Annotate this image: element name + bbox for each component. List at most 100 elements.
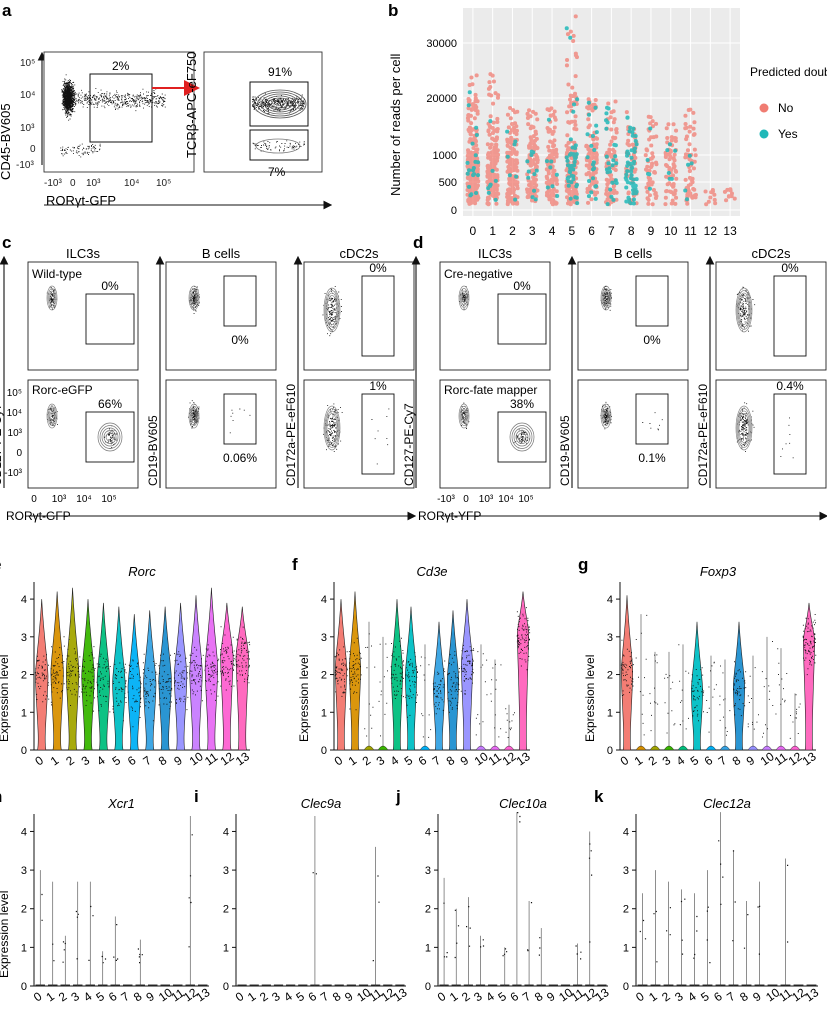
contour-ring — [191, 411, 197, 421]
ytick-a-5: -10³ — [16, 160, 34, 171]
panel-letter-b: b — [388, 1, 398, 20]
violin-dots — [62, 941, 66, 963]
flow-dots — [736, 402, 755, 452]
contour-ring — [103, 430, 117, 444]
violin-dots — [653, 910, 658, 963]
gene-title: Cd3e — [416, 564, 447, 579]
violin-dots — [112, 662, 127, 722]
gate-percentage: 0.4% — [776, 379, 804, 393]
violin-dots — [787, 864, 789, 943]
ylabel: Expression level — [0, 891, 11, 978]
violin-dots — [312, 872, 317, 875]
contour-ring — [99, 425, 121, 449]
violin-dots — [137, 948, 143, 964]
violin-dots — [516, 607, 531, 671]
xtick-label: 10 — [664, 224, 678, 238]
contour-ring — [737, 410, 751, 446]
xtick-label: 3 — [68, 989, 82, 1004]
gate-box — [497, 411, 547, 463]
xtick-label: 13 — [800, 749, 819, 768]
xtick-label: 4 — [549, 224, 556, 238]
ytick-label: 1 — [223, 942, 229, 954]
contour-ring — [188, 285, 200, 311]
ylabel: Expression level — [297, 655, 311, 742]
violin-body — [158, 606, 172, 751]
contour-ring — [738, 295, 750, 325]
legend-no-swatch — [759, 103, 769, 113]
xtick-label: 6 — [588, 224, 595, 238]
gate-percentage: 1% — [369, 379, 387, 393]
column-title: B cells — [202, 246, 241, 261]
xtick-label: 8 — [737, 989, 751, 1004]
panel-letter-d: d — [413, 233, 423, 252]
ytick-label: 0 — [21, 981, 27, 993]
xtick-label: 1 — [43, 989, 57, 1004]
xtick-label: 2 — [360, 753, 374, 768]
contour-ring — [49, 411, 55, 421]
contour-ring — [324, 290, 340, 330]
ylabel: CD19-BV605 — [558, 415, 572, 486]
xtick-label: 7 — [140, 753, 154, 768]
contour-ring — [513, 427, 531, 447]
ytick-a-2: 10⁴ — [20, 90, 35, 101]
ytick-label: 0 — [451, 205, 457, 217]
xtick-label: 3 — [374, 753, 388, 768]
violin-dots — [189, 646, 204, 702]
gate-box — [635, 275, 669, 327]
xtick-label: 9 — [143, 989, 157, 1004]
gate-percentage: 0% — [643, 333, 661, 347]
flow-plot-frame — [577, 261, 689, 371]
violin-dots — [235, 626, 251, 684]
contour-ring — [46, 403, 58, 429]
panel-letter: k — [594, 787, 604, 806]
violin-base — [775, 745, 787, 751]
gate-box — [223, 275, 257, 327]
violin-base — [419, 745, 431, 751]
ytick-label: 1 — [425, 942, 431, 954]
violin-dots — [101, 955, 107, 964]
ytick-label: 2 — [623, 904, 629, 916]
flow-plot-frame — [165, 261, 277, 371]
violin-base — [363, 745, 375, 751]
contour-ring — [46, 285, 58, 311]
legend-no-label: No — [778, 101, 794, 115]
violin-body — [620, 595, 634, 751]
panel-letter: f — [292, 555, 298, 574]
violin-dots — [691, 667, 705, 722]
violin-dots — [348, 637, 362, 711]
b-ylabel: Number of reads per cell — [388, 54, 403, 196]
xtick-label: 5 — [402, 753, 416, 768]
ytick-label: 10⁵ — [7, 388, 22, 399]
ytick-label: 3 — [21, 865, 27, 877]
gene-title: Foxp3 — [700, 564, 737, 579]
violin-dots — [475, 651, 488, 736]
contour-ring — [735, 405, 753, 451]
violin-dots — [538, 937, 541, 956]
xtick-label: 4 — [388, 753, 402, 768]
ytick-label: 4 — [21, 826, 27, 838]
xtick-label: 8 — [730, 753, 744, 768]
xtick-label: 3 — [660, 753, 674, 768]
xtick-label: 9 — [750, 989, 764, 1004]
legend-yes-swatch — [759, 129, 769, 139]
gate-pct-bottom: 7% — [268, 165, 286, 179]
xtick-label: 10⁴ — [76, 494, 91, 505]
xtick-label: 0 — [470, 224, 477, 238]
xtick-label: 6 — [306, 989, 320, 1004]
xtick-label: 1 — [346, 753, 360, 768]
xtick-label: 0 — [233, 989, 247, 1004]
violin-panel-e: eRorc01234Expression level01234567891011… — [0, 555, 252, 768]
xtick-label: 5 — [93, 989, 107, 1004]
ytick-label: 4 — [607, 594, 613, 606]
gate-box — [361, 275, 395, 357]
flow-dot-cloud — [60, 74, 166, 158]
violin-dots — [527, 902, 533, 952]
reads-dots-yes — [585, 100, 599, 201]
violin-dots — [420, 656, 432, 738]
ytick-label: 500 — [439, 177, 457, 189]
contour-ring — [255, 138, 301, 154]
flow-plot-frame — [303, 261, 415, 371]
xtick-label: 4 — [674, 753, 688, 768]
panel-d: d ILC3s B cells cDC2s0%0%0%38%0.1%0.4%Cre-… — [402, 233, 827, 523]
